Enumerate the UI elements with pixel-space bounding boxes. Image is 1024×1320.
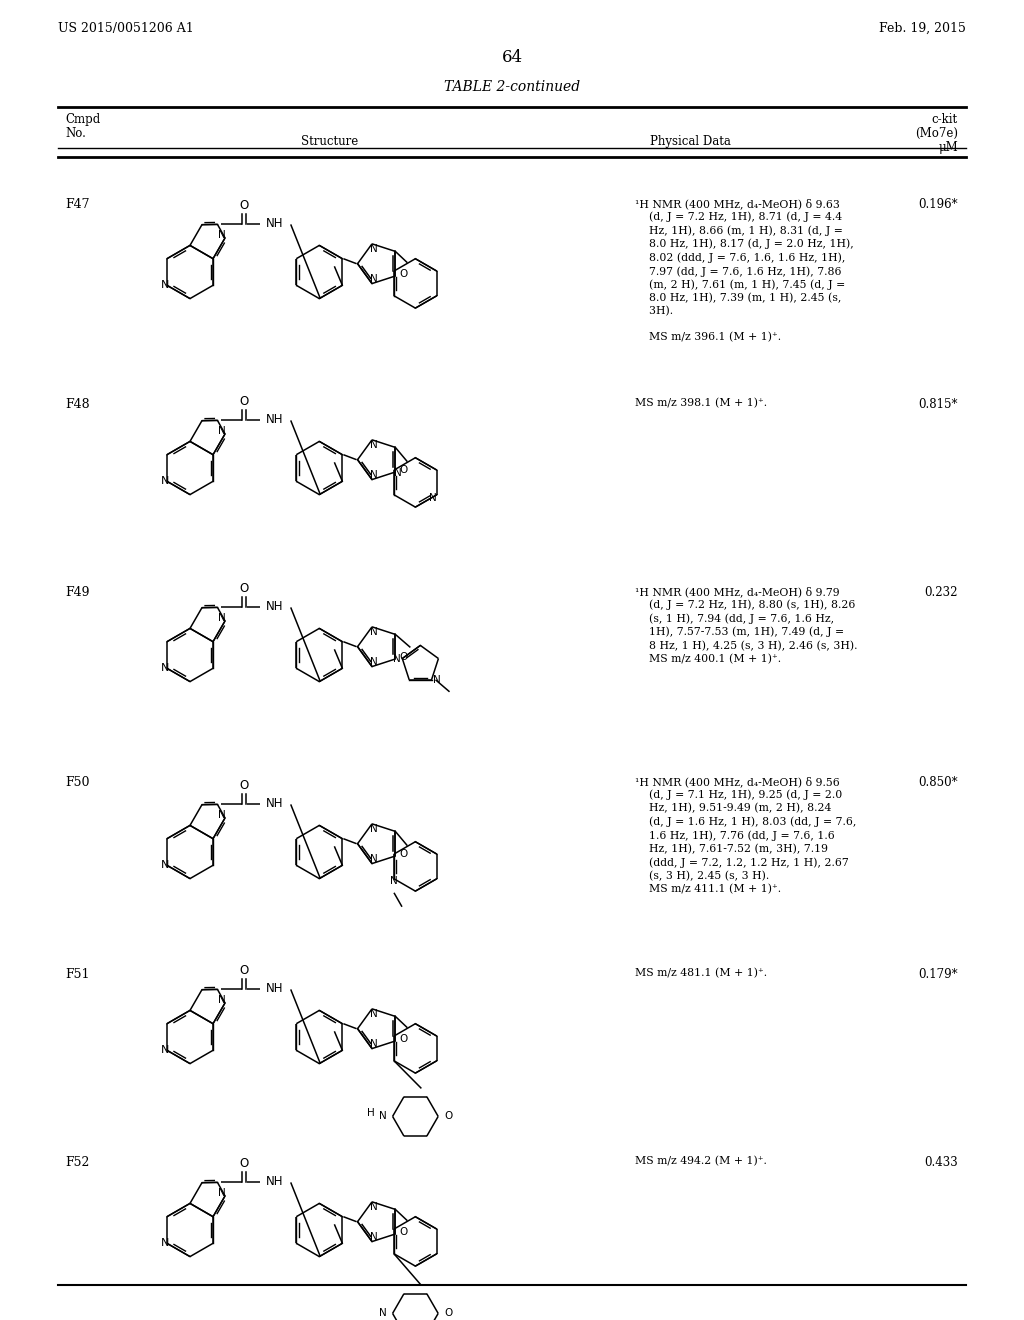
- Text: TABLE 2-continued: TABLE 2-continued: [444, 81, 580, 94]
- Text: N: N: [161, 1238, 169, 1249]
- Text: F50: F50: [65, 776, 89, 789]
- Text: ¹H NMR (400 MHz, d₄-MeOH) δ 9.63
    (d, J = 7.2 Hz, 1H), 8.71 (d, J = 4.4
    H: ¹H NMR (400 MHz, d₄-MeOH) δ 9.63 (d, J =…: [635, 198, 854, 343]
- Text: ¹H NMR (400 MHz, d₄-MeOH) δ 9.56
    (d, J = 7.1 Hz, 1H), 9.25 (d, J = 2.0
    H: ¹H NMR (400 MHz, d₄-MeOH) δ 9.56 (d, J =…: [635, 776, 856, 894]
- Text: N: N: [370, 824, 378, 834]
- Text: 0.815*: 0.815*: [919, 399, 958, 411]
- Text: O: O: [399, 652, 408, 663]
- Text: H: H: [367, 1109, 375, 1118]
- Text: O: O: [399, 1034, 408, 1044]
- Text: Feb. 19, 2015: Feb. 19, 2015: [880, 22, 966, 36]
- Text: NH: NH: [266, 1175, 284, 1188]
- Text: O: O: [240, 1156, 249, 1170]
- Text: O: O: [240, 199, 249, 211]
- Text: N: N: [379, 1308, 386, 1319]
- Text: ¹H NMR (400 MHz, d₄-MeOH) δ 9.79
    (d, J = 7.2 Hz, 1H), 8.80 (s, 1H), 8.26
   : ¹H NMR (400 MHz, d₄-MeOH) δ 9.79 (d, J =…: [635, 586, 857, 664]
- Text: N: N: [161, 663, 169, 673]
- Text: N: N: [370, 470, 378, 479]
- Text: 0.850*: 0.850*: [919, 776, 958, 789]
- Text: N: N: [429, 492, 436, 503]
- Text: N: N: [161, 1045, 169, 1055]
- Text: N: N: [370, 273, 378, 284]
- Text: 64: 64: [502, 49, 522, 66]
- Text: N: N: [370, 854, 378, 863]
- Text: N: N: [161, 861, 169, 870]
- Text: μM: μM: [938, 141, 958, 154]
- Text: NH: NH: [266, 413, 284, 426]
- Text: N: N: [161, 477, 169, 486]
- Text: N: N: [393, 653, 401, 664]
- Text: N: N: [370, 1008, 378, 1019]
- Text: N: N: [370, 1039, 378, 1048]
- Text: N: N: [433, 675, 440, 685]
- Text: MS m/z 481.1 (M + 1)⁺.: MS m/z 481.1 (M + 1)⁺.: [635, 968, 767, 978]
- Text: O: O: [399, 1228, 408, 1237]
- Text: N: N: [379, 1111, 386, 1122]
- Text: F51: F51: [65, 968, 89, 981]
- Text: Cmpd: Cmpd: [65, 114, 100, 125]
- Text: O: O: [444, 1308, 453, 1319]
- Text: O: O: [240, 395, 249, 408]
- Text: NH: NH: [266, 797, 284, 810]
- Text: N: N: [218, 426, 226, 436]
- Text: MS m/z 398.1 (M + 1)⁺.: MS m/z 398.1 (M + 1)⁺.: [635, 399, 767, 408]
- Text: MS m/z 494.2 (M + 1)⁺.: MS m/z 494.2 (M + 1)⁺.: [635, 1156, 767, 1167]
- Text: No.: No.: [65, 127, 86, 140]
- Text: N: N: [370, 244, 378, 253]
- Text: F52: F52: [65, 1156, 89, 1170]
- Text: US 2015/0051206 A1: US 2015/0051206 A1: [58, 22, 194, 36]
- Text: 0.433: 0.433: [925, 1156, 958, 1170]
- Text: F47: F47: [65, 198, 89, 211]
- Text: N: N: [370, 627, 378, 636]
- Text: NH: NH: [266, 216, 284, 230]
- Text: 0.232: 0.232: [925, 586, 958, 599]
- Text: (Mo7e): (Mo7e): [915, 127, 958, 140]
- Text: N: N: [218, 612, 226, 623]
- Text: O: O: [399, 849, 408, 859]
- Text: N: N: [370, 1201, 378, 1212]
- Text: Physical Data: Physical Data: [649, 135, 730, 148]
- Text: F49: F49: [65, 586, 89, 599]
- Text: Structure: Structure: [301, 135, 358, 148]
- Text: N: N: [161, 280, 169, 290]
- Text: 0.179*: 0.179*: [919, 968, 958, 981]
- Text: N: N: [390, 875, 398, 886]
- Text: 0.196*: 0.196*: [919, 198, 958, 211]
- Text: NH: NH: [266, 599, 284, 612]
- Text: c-kit: c-kit: [932, 114, 958, 125]
- Text: N: N: [370, 1232, 378, 1242]
- Text: O: O: [240, 779, 249, 792]
- Text: N: N: [370, 440, 378, 450]
- Text: N: N: [218, 995, 226, 1005]
- Text: N: N: [218, 1188, 226, 1199]
- Text: F48: F48: [65, 399, 90, 411]
- Text: O: O: [399, 269, 408, 279]
- Text: O: O: [444, 1111, 453, 1122]
- Text: O: O: [240, 964, 249, 977]
- Text: O: O: [399, 465, 408, 475]
- Text: N: N: [370, 656, 378, 667]
- Text: N: N: [218, 810, 226, 820]
- Text: N: N: [218, 230, 226, 240]
- Text: NH: NH: [266, 982, 284, 995]
- Text: O: O: [240, 582, 249, 595]
- Text: N: N: [394, 469, 401, 478]
